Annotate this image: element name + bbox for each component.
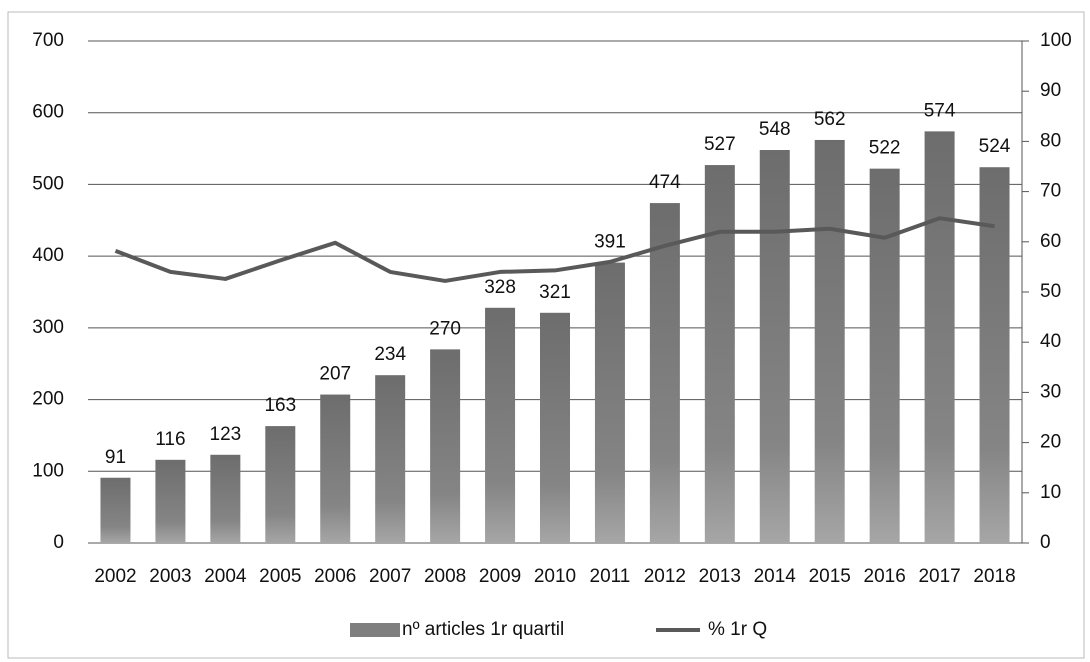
x-tick-label: 2004 (204, 566, 247, 587)
bar (759, 150, 790, 543)
y2-tick-label: 40 (1040, 331, 1061, 352)
data-label: 524 (979, 136, 1011, 157)
y2-tick-label: 100 (1040, 30, 1072, 51)
data-label: 116 (155, 429, 185, 450)
x-tick-label: 2009 (479, 566, 521, 587)
bar (485, 307, 516, 543)
bar (430, 349, 461, 543)
bar (979, 167, 1010, 543)
x-tick-label: 2011 (590, 566, 631, 587)
data-label: 574 (924, 100, 956, 121)
x-tick-label: 2014 (754, 566, 797, 587)
y-tick-label: 700 (32, 30, 64, 51)
x-tick-label: 2016 (864, 566, 906, 587)
x-tick-label: 2007 (369, 566, 411, 587)
data-label: 123 (210, 424, 242, 445)
legend-swatch (350, 623, 400, 637)
y-tick-label: 500 (32, 173, 64, 194)
y-tick-label: 0 (53, 532, 64, 553)
y-tick-label: 300 (32, 317, 64, 338)
data-label: 163 (264, 395, 296, 416)
x-tick-label: 2005 (259, 566, 301, 587)
x-tick-label: 2010 (534, 566, 576, 587)
frame (7, 11, 1085, 659)
data-label: 527 (704, 134, 736, 155)
y-tick-label: 600 (32, 102, 64, 123)
bar (320, 394, 351, 543)
data-label: 522 (869, 138, 901, 159)
bar (814, 139, 845, 544)
x-tick-label: 2003 (149, 566, 191, 587)
bar (210, 454, 241, 543)
y2-tick-label: 60 (1040, 231, 1061, 252)
data-label: 562 (814, 109, 846, 130)
data-label: 270 (429, 318, 461, 339)
bar (540, 312, 570, 543)
bar (869, 168, 900, 543)
bar (155, 459, 186, 543)
y2-tick-label: 70 (1040, 181, 1061, 202)
y2-tick-label: 80 (1040, 130, 1061, 151)
y-tick-label: 200 (32, 389, 64, 410)
y-tick-label: 400 (32, 245, 64, 266)
legend-label: % 1r Q (708, 619, 767, 640)
y-tick-label: 100 (32, 460, 64, 481)
line (114, 216, 995, 283)
x-tick-label: 2008 (424, 566, 466, 587)
bar (100, 477, 131, 543)
legend-label: nº articles 1r quartil (402, 619, 564, 640)
bar (594, 262, 625, 543)
y2-tick-label: 20 (1040, 432, 1061, 453)
data-label: 328 (484, 277, 516, 298)
data-label: 91 (105, 447, 126, 468)
x-tick-label: 2017 (918, 566, 960, 587)
x-tick-label: 2018 (973, 566, 1015, 587)
data-label: 474 (649, 172, 681, 193)
bar (265, 426, 296, 543)
bar (924, 131, 955, 544)
data-label: 321 (539, 282, 571, 303)
y2-tick-label: 90 (1040, 80, 1061, 101)
x-tick-label: 2012 (644, 566, 686, 587)
y2-tick-label: 50 (1040, 281, 1061, 302)
bar (375, 375, 406, 543)
y2-tick-label: 0 (1040, 532, 1051, 553)
y2-tick-label: 10 (1040, 482, 1061, 503)
data-label: 234 (374, 344, 406, 365)
bar (649, 203, 680, 543)
x-tick-label: 2013 (699, 566, 741, 587)
x-tick-label: 2015 (809, 566, 851, 587)
bar (704, 165, 735, 543)
x-tick-label: 2002 (94, 566, 136, 587)
y2-tick-label: 30 (1040, 381, 1061, 402)
data-label: 548 (759, 119, 791, 140)
data-label: 207 (319, 364, 351, 385)
x-tick-label: 2006 (314, 566, 356, 587)
data-label: 391 (594, 232, 626, 253)
